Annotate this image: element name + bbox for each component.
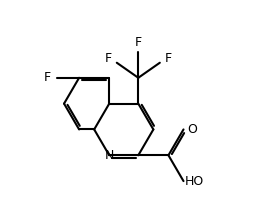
Text: HO: HO [185, 175, 204, 188]
Text: N: N [105, 149, 114, 162]
Text: F: F [165, 52, 172, 65]
Text: F: F [44, 71, 51, 84]
Text: F: F [135, 36, 142, 49]
Text: F: F [105, 52, 112, 65]
Text: O: O [187, 123, 197, 136]
